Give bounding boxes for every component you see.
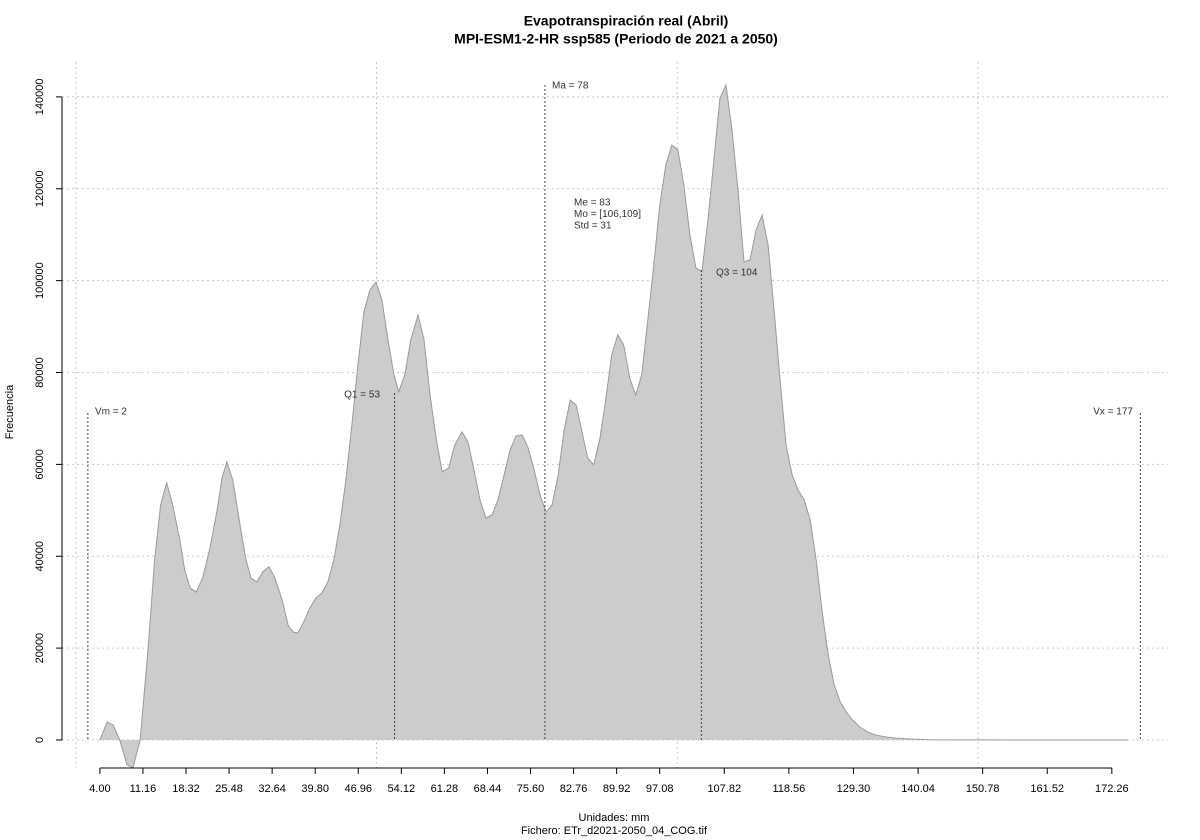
y-tick-label: 20000 xyxy=(34,633,46,664)
y-tick-label: 40000 xyxy=(34,541,46,572)
x-axis-label: Unidades: mm xyxy=(579,812,650,824)
x-tick-label: 97.08 xyxy=(646,783,674,795)
stat-label: Std = 31 xyxy=(574,221,612,232)
marker-label: Vm = 2 xyxy=(95,407,127,418)
y-tick-label: 120000 xyxy=(34,170,46,207)
y-tick-label: 100000 xyxy=(34,262,46,299)
x-tick-label: 61.28 xyxy=(431,783,459,795)
x-tick-label: 4.00 xyxy=(89,783,110,795)
x-tick-label: 68.44 xyxy=(474,783,502,795)
x-tick-label: 129.30 xyxy=(837,783,871,795)
marker-label: Ma = 78 xyxy=(552,81,589,92)
chart-title: Evapotranspiración real (Abril) xyxy=(524,13,729,29)
stat-label: Me = 83 xyxy=(574,198,611,209)
chart-subtitle: MPI-ESM1-2-HR ssp585 (Periodo de 2021 a … xyxy=(454,31,778,47)
x-tick-label: 25.48 xyxy=(215,783,243,795)
y-tick-label: 80000 xyxy=(34,357,46,388)
x-tick-label: 150.78 xyxy=(966,783,1000,795)
y-tick-label: 140000 xyxy=(34,79,46,116)
footer: Fichero: ETr_d2021-2050_04_COG.tif xyxy=(521,825,708,837)
plot-area xyxy=(99,83,1128,768)
x-tick-label: 18.32 xyxy=(172,783,200,795)
x-tick-label: 107.82 xyxy=(707,783,741,795)
x-tick-label: 39.80 xyxy=(301,783,329,795)
x-tick-label: 118.56 xyxy=(772,783,805,795)
x-tick-label: 46.96 xyxy=(344,783,372,795)
x-tick-label: 140.04 xyxy=(901,783,935,795)
x-tick-label: 11.16 xyxy=(130,783,157,795)
x-tick-label: 89.92 xyxy=(603,783,631,795)
marker-label: Q1 = 53 xyxy=(344,390,380,401)
x-tick-label: 54.12 xyxy=(388,783,416,795)
y-tick-label: 60000 xyxy=(34,449,46,480)
x-tick-label: 161.52 xyxy=(1030,783,1064,795)
x-tick-label: 32.64 xyxy=(258,783,286,795)
y-tick-label: 0 xyxy=(34,737,46,743)
y-axis-label: Frecuencia xyxy=(4,384,16,439)
stat-label: Mo = [106,109] xyxy=(574,209,641,220)
x-tick-label: 82.76 xyxy=(560,783,588,795)
area xyxy=(99,83,1128,768)
x-tick-label: 172.26 xyxy=(1095,783,1129,795)
marker-label: Vx = 177 xyxy=(1093,407,1133,418)
marker-label: Q3 = 104 xyxy=(716,268,758,279)
x-tick-label: 75.60 xyxy=(517,783,545,795)
